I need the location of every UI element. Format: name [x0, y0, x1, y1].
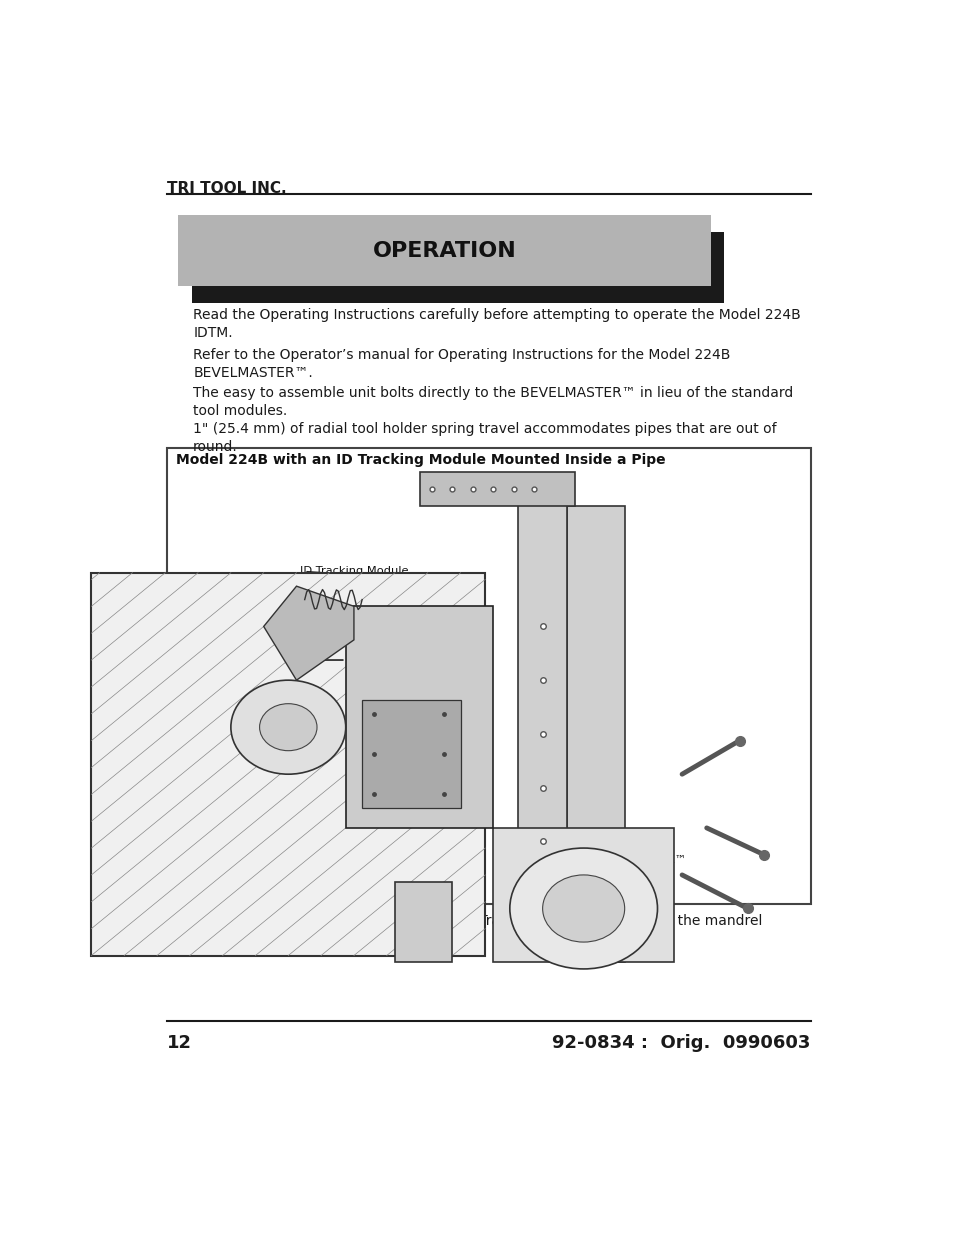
Bar [178, 215, 710, 287]
Text: Model 224B with an ID Tracking Module Mounted Inside a Pipe: Model 224B with an ID Tracking Module Mo… [176, 453, 665, 468]
Text: TRI TOOL INC.: TRI TOOL INC. [167, 182, 287, 196]
Bar [345, 606, 493, 827]
Bar [567, 505, 624, 962]
Bar [419, 472, 575, 505]
Text: OPERATION: OPERATION [373, 241, 516, 261]
Text: Spring: Spring [322, 595, 359, 606]
Bar [517, 485, 567, 921]
Text: ID Tracking Module: ID Tracking Module [300, 567, 409, 577]
Polygon shape [263, 587, 354, 680]
Text: 92-0834 :  Orig.  0990603: 92-0834 : Orig. 0990603 [552, 1035, 810, 1052]
Text: Refer to the Operator’s manual for Operating Instructions for the Model 224B
BEV: Refer to the Operator’s manual for Opera… [193, 348, 730, 380]
Bar [91, 573, 485, 956]
Text: 12: 12 [167, 1035, 193, 1052]
Text: Model 224B
BEVELMASTER™: Model 224B BEVELMASTER™ [592, 844, 686, 864]
Text: Tool Bit: Tool Bit [243, 646, 285, 656]
Text: 1" (25.4 mm) of radial tool holder spring travel accommodates pipes that are out: 1" (25.4 mm) of radial tool holder sprin… [193, 422, 776, 454]
Bar [493, 827, 673, 962]
Circle shape [542, 874, 624, 942]
Circle shape [509, 848, 657, 969]
Bar [167, 448, 810, 904]
Bar [362, 700, 460, 808]
Circle shape [259, 704, 316, 751]
Text: Pipe: Pipe [233, 792, 257, 802]
Text: Install the 224B into the pipe with the ID Tracking Module and secure the mandre: Install the 224B into the pipe with the … [193, 914, 761, 946]
Bar [192, 232, 723, 304]
Bar [395, 882, 452, 962]
Text: Base
Plate: Base Plate [568, 604, 597, 625]
Circle shape [231, 680, 345, 774]
Text: Release Cam: Release Cam [243, 621, 317, 631]
Text: The easy to assemble unit bolts directly to the BEVELMASTER™ in lieu of the stan: The easy to assemble unit bolts directly… [193, 385, 793, 419]
Text: Read the Operating Instructions carefully before attempting to operate the Model: Read the Operating Instructions carefull… [193, 308, 801, 341]
Text: Tracking
Wheel: Tracking Wheel [208, 661, 255, 682]
Text: Wheel
Bracket: Wheel Bracket [398, 834, 442, 855]
